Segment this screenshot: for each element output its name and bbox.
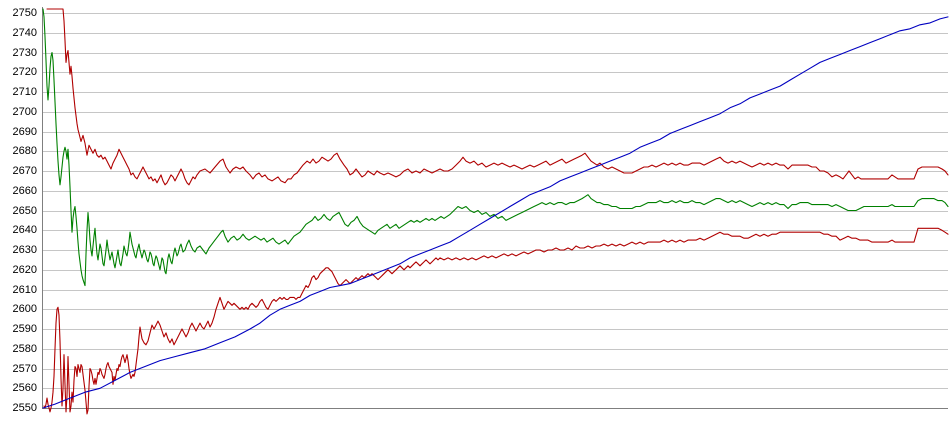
y-tick-label: 2610: [12, 283, 37, 296]
y-tick-label: 2600: [12, 303, 37, 316]
y-tick-label: 2710: [12, 86, 37, 98]
y-tick-label: 2700: [12, 105, 37, 118]
y-tick-label: 2640: [12, 224, 37, 237]
y-tick-label: 2660: [12, 184, 37, 197]
y-tick-label: 2560: [12, 382, 37, 395]
y-tick-label: 2670: [12, 165, 37, 177]
y-tick-label: 2750: [12, 7, 37, 19]
y-tick-label: 2730: [12, 46, 37, 59]
series-middle-line-line: [42, 8, 949, 287]
y-tick-label: 2650: [12, 204, 37, 217]
series-upper-band-line: [46, 8, 949, 186]
y-tick-label: 2570: [12, 362, 37, 375]
y-tick-label: 2620: [12, 263, 37, 276]
y-tick-label: 2590: [12, 323, 37, 335]
y-tick-label: 2680: [12, 145, 37, 158]
y-tick-label: 2720: [12, 66, 37, 79]
series-lower-band-line: [43, 227, 949, 415]
y-tick-label: 2740: [12, 26, 37, 39]
y-tick-label: 2580: [12, 342, 37, 355]
y-tick-label: 2690: [12, 125, 37, 138]
y-tick-label: 2550: [12, 402, 37, 414]
series-cumulative-line-line: [42, 16, 949, 409]
y-tick-label: 2630: [12, 244, 37, 256]
